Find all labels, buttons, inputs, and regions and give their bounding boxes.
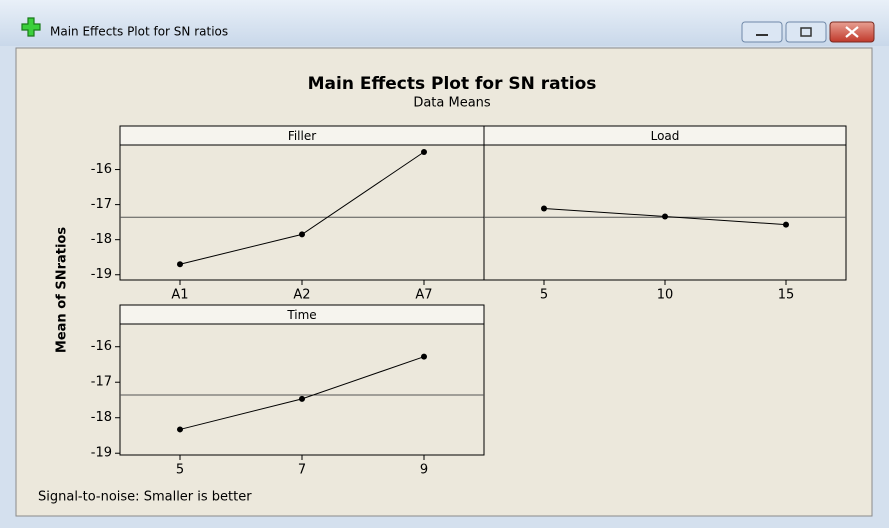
title-bar [0, 0, 889, 46]
y-tick-label: -18 [91, 410, 112, 425]
y-tick-label: -19 [91, 446, 112, 461]
point [177, 426, 183, 433]
point [541, 205, 547, 212]
x-tick-label: 10 [657, 288, 674, 303]
footnote: Signal-to-noise: Smaller is better [38, 490, 252, 505]
close-icon [845, 26, 859, 38]
x-tick-label: A2 [293, 288, 310, 303]
panel-title: Load [651, 129, 680, 143]
chart-subtitle: Data Means [413, 96, 491, 111]
point [662, 213, 668, 220]
x-tick-label: A1 [171, 288, 188, 303]
point [421, 149, 427, 156]
y-tick-label: -17 [91, 197, 112, 212]
y-tick-label: -18 [91, 232, 112, 247]
x-tick-label: 5 [540, 288, 548, 303]
x-tick-label: A7 [415, 288, 432, 303]
maximize-icon [800, 27, 812, 37]
point [177, 261, 183, 268]
y-tick-label: -16 [91, 339, 112, 354]
chart-title: Main Effects Plot for SN ratios [308, 74, 597, 94]
y-tick-label: -17 [91, 375, 112, 390]
x-tick-label: 15 [778, 288, 795, 303]
point [783, 221, 789, 228]
plot-window [15, 47, 873, 517]
panel-title: Time [286, 308, 316, 322]
point [421, 353, 427, 360]
point [299, 231, 305, 238]
y-tick-label: -19 [91, 267, 112, 282]
minimize-button[interactable] [741, 21, 783, 43]
y-tick-label: -16 [91, 162, 112, 177]
y-axis-label: Mean of SNratios [55, 227, 70, 353]
x-tick-label: 9 [420, 463, 428, 478]
maximize-button[interactable] [785, 21, 827, 43]
app-icon [21, 17, 41, 37]
x-tick-label: 7 [298, 463, 306, 478]
panel-title: Filler [288, 129, 316, 143]
point [299, 395, 305, 402]
x-tick-label: 5 [176, 463, 184, 478]
window-title: Main Effects Plot for SN ratios [50, 25, 228, 39]
